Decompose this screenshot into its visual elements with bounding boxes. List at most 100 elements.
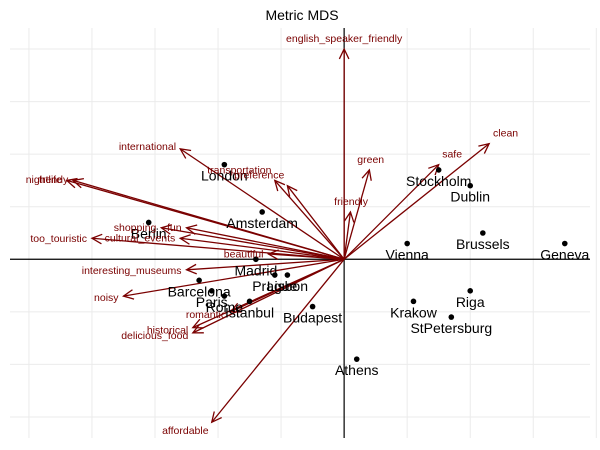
attribute-label-preference: preference (234, 170, 284, 182)
attribute-label-trendy: trendy (39, 174, 69, 186)
city-label-barcelona: Barcelona (168, 283, 231, 299)
city-label-krakow: Krakow (390, 304, 438, 320)
attribute-label-green: green (357, 154, 384, 166)
attribute-label-interesting-museums: interesting_museums (82, 265, 182, 277)
arrow-noisy (123, 258, 345, 297)
city-point-lisbon (284, 272, 291, 278)
attribute-labels: english_speaker_friendly international tre… (26, 33, 519, 437)
arrowhead-beautiful (266, 249, 279, 261)
city-label-rome: Rome (206, 299, 244, 315)
city-label-istanbul: Istanbul (225, 304, 274, 320)
city-point-barcelona (196, 277, 202, 284)
attribute-label-friendly: friendly (334, 196, 369, 208)
city-point-riga (467, 288, 474, 294)
attribute-label-delicious-food: delicious_food (121, 330, 188, 342)
arrowhead-friendly (343, 210, 355, 223)
chart-title: Metric MDS (265, 7, 338, 23)
city-label-brussels: Brussels (456, 236, 510, 252)
city-label-lisbon: Lisbon (267, 278, 308, 294)
city-label-madrid: Madrid (234, 262, 277, 278)
arrow-fun (186, 227, 345, 260)
attribute-label-transportation: transportation (207, 164, 271, 176)
arrow-beautiful (268, 253, 345, 260)
attribute-label-nightlife: nightlife (26, 174, 62, 186)
city-label-athens: Athens (335, 362, 379, 378)
city-point-istanbul (246, 298, 253, 305)
city-point-brussels (480, 230, 486, 236)
arrowhead-english-speaker-friendly (338, 47, 350, 60)
arrow-preference (286, 185, 345, 260)
attribute-label-english-speaker-friendly: english_speaker_friendly (286, 33, 403, 45)
arrow-shopping (161, 227, 345, 260)
arrow-historical (192, 258, 345, 329)
arrow-international (179, 148, 345, 260)
city-label-berlin: Berlin (131, 225, 167, 241)
city-label-amsterdam: Amsterdam (226, 215, 298, 231)
arrowhead-trendy (71, 177, 84, 189)
arrowhead-fun (185, 224, 198, 235)
attribute-label-romantic: romantic (186, 309, 226, 321)
attribute-label-noisy: noisy (94, 292, 119, 304)
arrowhead-historical (191, 318, 204, 329)
city-point-paris (208, 288, 215, 294)
arrowhead-cultural-events (178, 234, 191, 245)
attribute-label-shopping: shopping (114, 222, 157, 234)
arrowhead-romantic (229, 302, 242, 313)
arrowhead-green (361, 168, 372, 181)
city-point-london (221, 161, 228, 168)
arrow-nightlife (66, 179, 345, 260)
attribute-label-fun: fun (167, 222, 182, 234)
attribute-arrows (65, 47, 491, 424)
city-point-stpetersburg (448, 314, 455, 320)
attribute-label-too-touristic: too_touristic (30, 233, 87, 245)
arrow-affordable (211, 258, 345, 423)
arrowhead-international (178, 148, 192, 159)
city-point-vienna (404, 240, 410, 247)
arrow-green (343, 169, 370, 260)
city-label-stockholm: Stockholm (406, 173, 471, 189)
arrowhead-too-touristic (90, 233, 103, 245)
attribute-label-international: international (119, 141, 176, 153)
city-point-amsterdam (259, 209, 265, 215)
city-label-geneva: Geneva (540, 247, 589, 263)
axes (10, 28, 590, 438)
arrow-safe (343, 164, 440, 260)
arrowhead-interesting-museums (185, 263, 197, 275)
city-label-paris: Paris (196, 294, 228, 310)
city-label-vienna: Vienna (386, 247, 430, 263)
city-label-budapest: Budapest (283, 310, 342, 326)
arrowhead-nightlife (65, 177, 78, 189)
city-point-rome (221, 293, 228, 299)
city-label-riga: Riga (456, 294, 485, 310)
arrowhead-clean (478, 142, 491, 154)
attribute-label-affordable: affordable (162, 425, 209, 437)
city-point-athens (353, 356, 360, 362)
attribute-label-cultural-events: cultural_events (105, 233, 176, 245)
city-point-krakow (410, 298, 417, 305)
arrowhead-delicious-food (191, 323, 204, 334)
city-point-geneva (561, 240, 568, 247)
grid (10, 28, 597, 438)
arrowhead-safe (428, 163, 440, 176)
arrowhead-shopping (159, 224, 173, 235)
attribute-label-historical: historical (147, 325, 188, 337)
arrow-clean (343, 143, 490, 260)
city-point-madrid (253, 256, 259, 263)
attribute-label-safe: safe (442, 149, 462, 161)
city-point-berlin (145, 219, 152, 226)
city-label-dublin: Dublin (450, 189, 490, 205)
arrow-interesting-museums (186, 258, 345, 271)
arrow-cultural-events (180, 237, 345, 260)
city-point-dublin (467, 182, 474, 189)
city-label-london: London (201, 168, 248, 184)
city-point-stockholm (435, 167, 442, 173)
attribute-label-clean: clean (493, 128, 518, 140)
arrow-friendly (343, 211, 352, 260)
arrow-transportation (274, 180, 345, 260)
arrow-delicious-food (192, 258, 345, 334)
arrowhead-transportation (273, 179, 286, 192)
city-points (145, 161, 568, 362)
attribute-label-beautiful: beautiful (224, 249, 264, 261)
